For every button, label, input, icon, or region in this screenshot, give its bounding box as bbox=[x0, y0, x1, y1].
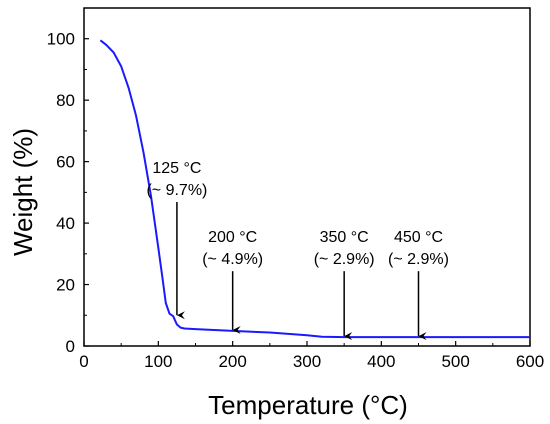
x-tick-label: 400 bbox=[367, 352, 395, 371]
annotation-weight: (~ 9.7%) bbox=[146, 182, 207, 199]
x-tick-label: 100 bbox=[144, 352, 172, 371]
annotation-temperature: 450 °C bbox=[394, 229, 443, 246]
plot-frame bbox=[83, 7, 531, 347]
x-tick-label: 300 bbox=[293, 352, 321, 371]
annotation-weight: (~ 2.9%) bbox=[314, 251, 375, 268]
annotation-weight: (~ 2.9%) bbox=[388, 251, 449, 268]
y-tick-label: 40 bbox=[56, 214, 75, 233]
annotation-temperature: 125 °C bbox=[152, 160, 201, 177]
x-tick-label: 200 bbox=[218, 352, 246, 371]
tga-curve bbox=[99, 39, 530, 339]
annotation-weight: (~ 4.9%) bbox=[202, 251, 263, 268]
annotation-temperature: 350 °C bbox=[320, 229, 369, 246]
y-tick-label: 100 bbox=[47, 30, 75, 49]
y-tick-label: 80 bbox=[56, 91, 75, 110]
y-tick-label: 20 bbox=[56, 276, 75, 295]
y-axis-title: Weight (%) bbox=[8, 128, 38, 256]
annotation-temperature: 200 °C bbox=[208, 229, 257, 246]
y-tick-label: 60 bbox=[56, 153, 75, 172]
x-tick-label: 0 bbox=[79, 352, 88, 371]
x-tick-label: 500 bbox=[441, 352, 469, 371]
x-tick-label: 600 bbox=[516, 352, 544, 371]
y-tick-label: 0 bbox=[66, 337, 75, 356]
x-axis-title: Temperature (°C) bbox=[208, 390, 408, 420]
